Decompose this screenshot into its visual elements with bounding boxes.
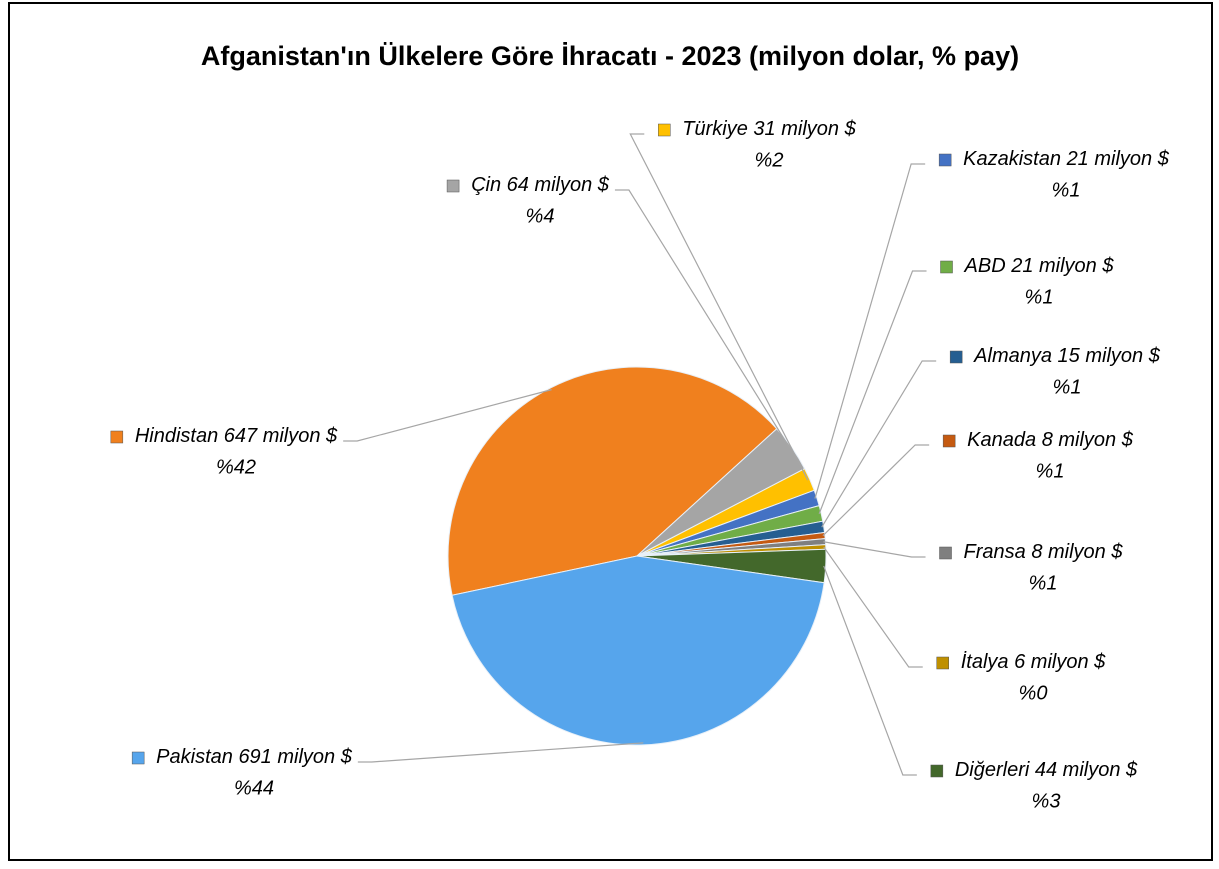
leader-line (629, 133, 809, 481)
leader-line (823, 541, 926, 558)
data-label: ABD 21 milyon $ (964, 255, 1115, 277)
share-label: %4 (526, 205, 555, 227)
data-labels: Hindistan 647 milyon $ %42 Çin 64 milyon $… (110, 118, 1170, 812)
leader-line (343, 389, 552, 442)
category-name: Fransa (964, 541, 1026, 563)
category-name: Kanada (967, 429, 1036, 451)
category-name: Pakistan (156, 746, 233, 768)
share-label: %1 (1029, 572, 1058, 594)
data-label: Diğerleri 44 milyon $ (955, 759, 1138, 781)
value-label: 21 milyon $ (1066, 148, 1170, 170)
category-name: İtalya (961, 651, 1009, 673)
share-label: %3 (1032, 790, 1061, 812)
legend-key (939, 546, 952, 560)
value-label: 8 milyon $ (1031, 541, 1123, 563)
leader-line (818, 270, 927, 515)
leader-line (357, 742, 644, 763)
data-label: Fransa 8 milyon $ (964, 541, 1124, 563)
data-label: İtalya 6 milyon $ (961, 651, 1106, 673)
category-name: ABD (964, 255, 1006, 277)
share-label: %44 (234, 777, 274, 799)
pie-slice (451, 555, 825, 746)
legend-key (446, 179, 460, 193)
leader-line (822, 444, 930, 537)
category-name: Kazakistan (963, 148, 1061, 170)
category-name: Türkiye (682, 118, 748, 140)
data-label: Kanada 8 milyon $ (967, 429, 1134, 451)
share-label: %1 (1053, 376, 1082, 398)
data-label: Pakistan 691 milyon $ (156, 746, 353, 768)
legend-key (658, 123, 671, 137)
share-label: %0 (1019, 682, 1048, 704)
value-label: 64 milyon $ (507, 174, 610, 196)
legend-key (936, 656, 949, 670)
value-label: 31 milyon $ (753, 118, 856, 140)
value-label: 15 milyon $ (1058, 345, 1161, 367)
share-label: %42 (216, 456, 256, 478)
leader-line (814, 163, 926, 499)
category-name: Çin (471, 174, 501, 196)
legend-key (110, 430, 124, 444)
legend-key (930, 764, 944, 778)
leader-line (823, 565, 917, 776)
data-label: Kazakistan 21 milyon $ (963, 148, 1170, 170)
share-label: %2 (755, 149, 784, 171)
leader-line (823, 546, 923, 668)
data-label: Türkiye 31 milyon $ (682, 118, 856, 140)
leader-line (614, 189, 791, 450)
data-label: Almanya 15 milyon $ (973, 345, 1161, 367)
share-label: %1 (1025, 286, 1054, 308)
data-label: Hindistan 647 milyon $ (135, 425, 338, 447)
chart-title: Afganistan'ın Ülkelere Göre İhracatı - 2… (201, 41, 1019, 71)
value-label: 8 milyon $ (1042, 429, 1134, 451)
legend-key (940, 260, 953, 274)
legend-key (942, 434, 956, 448)
pie-slice (447, 366, 778, 596)
value-label: 691 milyon $ (238, 746, 352, 768)
pie (447, 366, 827, 746)
category-name: Hindistan (135, 425, 218, 447)
value-label: 21 milyon $ (1010, 255, 1114, 277)
category-name: Almanya (973, 345, 1052, 367)
share-label: %1 (1052, 179, 1081, 201)
data-label: Çin 64 milyon $ (471, 174, 610, 196)
legend-key (938, 153, 952, 167)
leader-line (821, 360, 937, 528)
category-name: Diğerleri (955, 759, 1030, 781)
value-label: 647 milyon $ (224, 425, 338, 447)
value-label: 44 milyon $ (1035, 759, 1138, 781)
share-label: %1 (1036, 460, 1065, 482)
value-label: 6 milyon $ (1014, 651, 1106, 673)
legend-key (131, 751, 145, 765)
legend-key (949, 350, 963, 364)
